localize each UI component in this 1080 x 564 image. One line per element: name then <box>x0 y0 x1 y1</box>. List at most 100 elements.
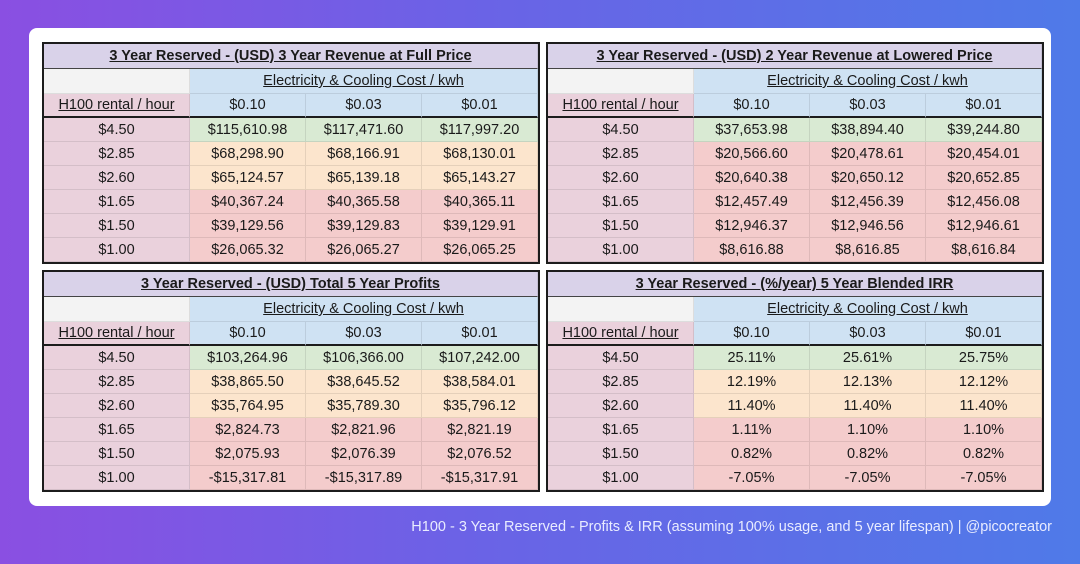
row-label: $1.50 <box>44 214 190 238</box>
table-cell: 11.40% <box>810 394 926 418</box>
column-header: $0.01 <box>926 94 1042 118</box>
column-header: $0.03 <box>810 322 926 346</box>
column-header: $0.10 <box>694 94 810 118</box>
table-title: 3 Year Reserved - (USD) 2 Year Revenue a… <box>548 44 1042 69</box>
table-cell: $35,796.12 <box>422 394 538 418</box>
table-cell: $117,471.60 <box>306 118 422 142</box>
table-title: 3 Year Reserved - (USD) Total 5 Year Pro… <box>44 272 538 297</box>
table-cell: $26,065.27 <box>306 238 422 262</box>
table-cell: $68,298.90 <box>190 142 306 166</box>
row-label: $2.85 <box>548 370 694 394</box>
row-label: $1.65 <box>44 190 190 214</box>
corner-cell <box>548 297 694 322</box>
table-cell: 1.10% <box>810 418 926 442</box>
table-cell: $40,365.58 <box>306 190 422 214</box>
corner-cell <box>548 69 694 94</box>
table-cell: $20,454.01 <box>926 142 1042 166</box>
table-cell: $38,645.52 <box>306 370 422 394</box>
table-cell: 25.11% <box>694 346 810 370</box>
column-header: $0.03 <box>810 94 926 118</box>
table-cell: 1.11% <box>694 418 810 442</box>
table-cell: $2,075.93 <box>190 442 306 466</box>
group-header: Electricity & Cooling Cost / kwh <box>694 297 1042 322</box>
table-cell: -$15,317.81 <box>190 466 306 490</box>
table-cell: $35,764.95 <box>190 394 306 418</box>
row-label: $2.85 <box>44 370 190 394</box>
table-cell: $12,946.56 <box>810 214 926 238</box>
table-cell: $65,143.27 <box>422 166 538 190</box>
row-label: $4.50 <box>44 118 190 142</box>
row-header: H100 rental / hour <box>548 94 694 118</box>
row-label: $4.50 <box>548 346 694 370</box>
table-cell: -7.05% <box>810 466 926 490</box>
table-cell: -7.05% <box>926 466 1042 490</box>
row-label: $2.85 <box>548 142 694 166</box>
table-cell: $12,946.61 <box>926 214 1042 238</box>
row-label: $4.50 <box>548 118 694 142</box>
row-label: $1.65 <box>548 190 694 214</box>
table-cell: $40,365.11 <box>422 190 538 214</box>
row-header: H100 rental / hour <box>44 322 190 346</box>
table-cell: 0.82% <box>810 442 926 466</box>
table-title: 3 Year Reserved - (%/year) 5 Year Blende… <box>548 272 1042 297</box>
table-cell: 0.82% <box>694 442 810 466</box>
table-cell: $65,139.18 <box>306 166 422 190</box>
table-cell: $107,242.00 <box>422 346 538 370</box>
column-header: $0.10 <box>190 94 306 118</box>
column-header: $0.01 <box>422 322 538 346</box>
footer-caption: H100 - 3 Year Reserved - Profits & IRR (… <box>411 519 1052 535</box>
row-label: $1.65 <box>548 418 694 442</box>
table-cell: $40,367.24 <box>190 190 306 214</box>
table-cell: $2,821.19 <box>422 418 538 442</box>
table-cell: $12,456.39 <box>810 190 926 214</box>
table-cell: $12,946.37 <box>694 214 810 238</box>
table-cell: 11.40% <box>926 394 1042 418</box>
row-label: $1.00 <box>44 238 190 262</box>
column-header: $0.03 <box>306 94 422 118</box>
table-cell: $68,130.01 <box>422 142 538 166</box>
column-header: $0.10 <box>694 322 810 346</box>
table-cell: $26,065.25 <box>422 238 538 262</box>
row-header: H100 rental / hour <box>548 322 694 346</box>
corner-cell <box>44 297 190 322</box>
row-label: $1.00 <box>44 466 190 490</box>
table-blended-irr: 3 Year Reserved - (%/year) 5 Year Blende… <box>546 270 1044 492</box>
table-cell: $26,065.32 <box>190 238 306 262</box>
table-cell: $12,457.49 <box>694 190 810 214</box>
table-cell: $2,824.73 <box>190 418 306 442</box>
row-label: $4.50 <box>44 346 190 370</box>
table-cell: -$15,317.89 <box>306 466 422 490</box>
table-title: 3 Year Reserved - (USD) 3 Year Revenue a… <box>44 44 538 69</box>
table-cell: $65,124.57 <box>190 166 306 190</box>
table-cell: $39,129.83 <box>306 214 422 238</box>
table-cell: $20,640.38 <box>694 166 810 190</box>
row-label: $2.60 <box>548 394 694 418</box>
table-cell: $8,616.85 <box>810 238 926 262</box>
table-cell: $106,366.00 <box>306 346 422 370</box>
column-header: $0.03 <box>306 322 422 346</box>
table-cell: $20,478.61 <box>810 142 926 166</box>
table-cell: -$15,317.91 <box>422 466 538 490</box>
row-label: $1.50 <box>548 214 694 238</box>
table-cell: 11.40% <box>694 394 810 418</box>
table-cell: $8,616.84 <box>926 238 1042 262</box>
row-label: $1.50 <box>548 442 694 466</box>
table-cell: 25.75% <box>926 346 1042 370</box>
table-cell: 1.10% <box>926 418 1042 442</box>
row-label: $2.85 <box>44 142 190 166</box>
table-cell: $20,650.12 <box>810 166 926 190</box>
group-header: Electricity & Cooling Cost / kwh <box>190 69 538 94</box>
table-cell: $8,616.88 <box>694 238 810 262</box>
row-label: $1.65 <box>44 418 190 442</box>
table-cell: $35,789.30 <box>306 394 422 418</box>
table-cell: $12,456.08 <box>926 190 1042 214</box>
table-cell: $20,652.85 <box>926 166 1042 190</box>
table-cell: 12.13% <box>810 370 926 394</box>
table-revenue-lowered-price: 3 Year Reserved - (USD) 2 Year Revenue a… <box>546 42 1044 264</box>
table-cell: $38,584.01 <box>422 370 538 394</box>
column-header: $0.10 <box>190 322 306 346</box>
table-cell: 25.61% <box>810 346 926 370</box>
table-cell: 12.19% <box>694 370 810 394</box>
table-cell: 0.82% <box>926 442 1042 466</box>
table-cell: 12.12% <box>926 370 1042 394</box>
